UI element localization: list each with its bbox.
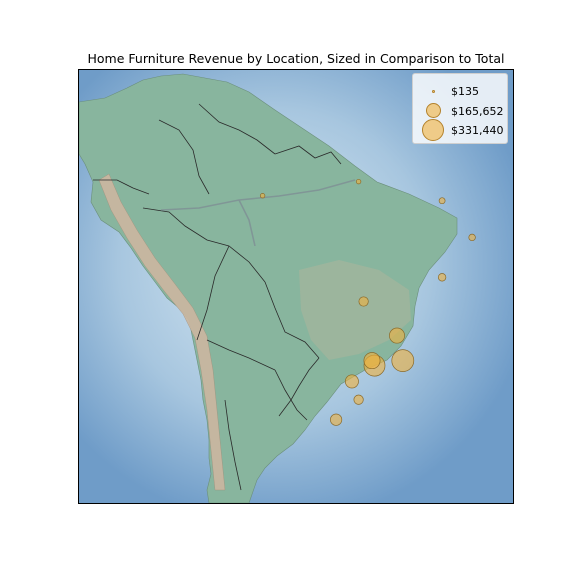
legend-label-max: $331,440 bbox=[451, 124, 504, 137]
revenue-marker-6 bbox=[330, 413, 343, 426]
rivers bbox=[160, 179, 356, 247]
revenue-marker-8 bbox=[437, 273, 447, 282]
revenue-markers bbox=[259, 178, 476, 426]
legend-label-min: $135 bbox=[451, 85, 479, 98]
legend-marker-small bbox=[432, 90, 435, 93]
legend-marker-medium bbox=[426, 103, 441, 118]
legend-entry-mid: $165,652 bbox=[413, 102, 509, 122]
revenue-marker-3 bbox=[389, 327, 405, 344]
revenue-marker-2 bbox=[363, 352, 381, 370]
legend-entry-min: $135 bbox=[413, 82, 509, 102]
country-borders bbox=[93, 103, 342, 491]
legend-entry-max: $331,440 bbox=[413, 119, 509, 141]
revenue-marker-7 bbox=[353, 394, 364, 405]
legend-label-mid: $165,652 bbox=[451, 105, 504, 118]
revenue-marker-4 bbox=[344, 374, 359, 389]
revenue-marker-5 bbox=[358, 296, 369, 307]
south-america-landmass bbox=[79, 73, 458, 503]
revenue-marker-9 bbox=[468, 233, 476, 242]
revenue-marker-12 bbox=[355, 178, 362, 185]
map-title: Home Furniture Revenue by Location, Size… bbox=[87, 51, 505, 66]
legend: $135 $165,652 $331,440 bbox=[412, 73, 508, 144]
revenue-marker-11 bbox=[259, 193, 266, 199]
revenue-marker-0 bbox=[391, 349, 415, 372]
legend-marker-large bbox=[422, 119, 444, 141]
highland-shading bbox=[299, 260, 411, 360]
revenue-marker-10 bbox=[438, 197, 446, 205]
